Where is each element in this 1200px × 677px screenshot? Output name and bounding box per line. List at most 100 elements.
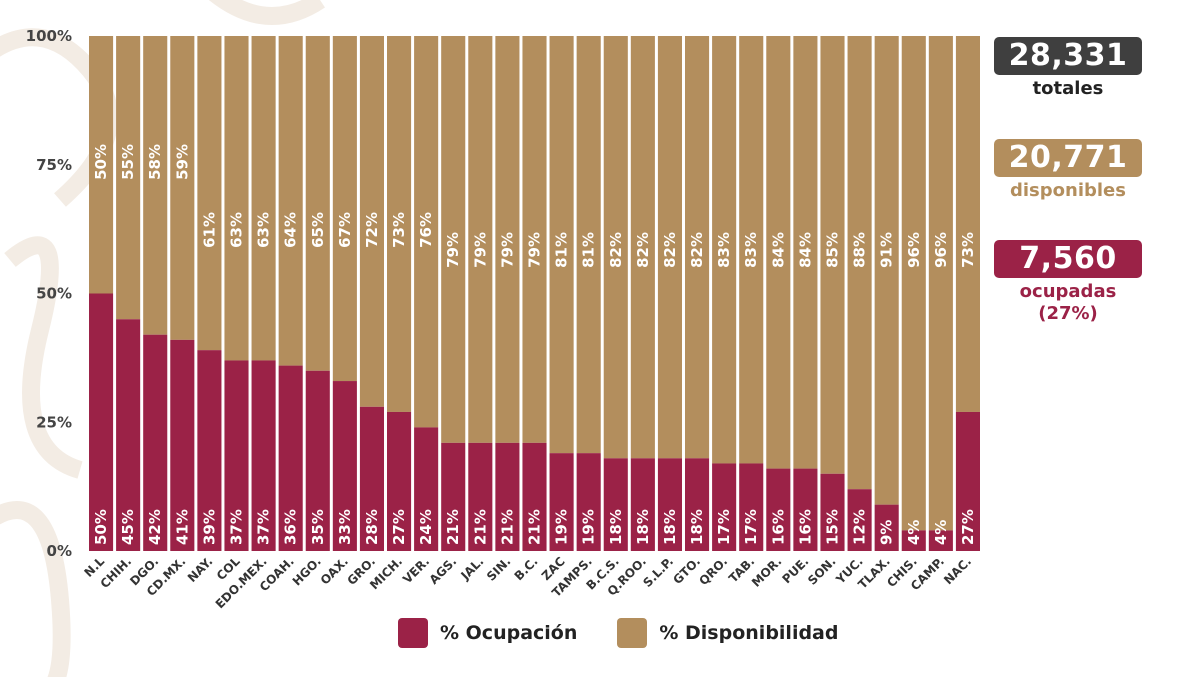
bar-ocupacion [928,530,953,551]
bar-ocupacion [766,468,791,551]
bar-ocupacion [603,458,628,551]
bar-disponibilidad [739,36,764,464]
bar-label-ocupacion: 18% [661,509,679,545]
bar-label-ocupacion: 28% [363,509,381,545]
bar-ocupacion [89,293,114,551]
bar-label-disponibilidad: 50% [92,144,110,180]
stat-ocupadas-value: 7,560 [994,240,1142,278]
bar-ocupacion [739,463,764,551]
bar-label-disponibilidad: 59% [173,144,191,180]
bar-label-ocupacion: 36% [282,509,300,545]
bar-ocupacion [712,463,737,551]
bar-disponibilidad [793,36,818,469]
bar-label-ocupacion: 27% [959,509,977,545]
x-tick-label: GTO. [670,554,703,587]
bar-label-ocupacion: 35% [309,509,327,545]
bar-ocupacion [414,427,439,551]
bar-label-disponibilidad: 61% [200,212,218,248]
bar-disponibilidad [685,36,710,459]
bar-label-disponibilidad: 67% [336,212,354,248]
bar-label-ocupacion: 18% [688,509,706,545]
bar-ocupacion [549,453,574,551]
bar-ocupacion [901,530,926,551]
legend-label-disponibilidad: % Disponibilidad [659,622,839,644]
bar-label-disponibilidad: 72% [363,212,381,248]
x-tick-label: B.C. [512,554,541,583]
bar-label-ocupacion: 42% [146,509,164,545]
bar-label-ocupacion: 21% [498,509,516,545]
x-tick-label: NAC. [941,554,974,587]
x-tick-label: HGO. [290,554,324,588]
stat-totales: 28,331 totales [994,37,1142,100]
stat-disponibles: 20,771 disponibles [994,139,1142,202]
x-tick-label: SON. [805,554,839,588]
bar-label-ocupacion: 41% [173,509,191,545]
bar-label-ocupacion: 37% [228,509,246,545]
bar-label-ocupacion: 16% [796,509,814,545]
bar-label-ocupacion: 16% [769,509,787,545]
bar-disponibilidad [657,36,682,459]
bar-disponibilidad [414,36,439,428]
legend-item-ocupacion: % Ocupación [398,618,577,648]
bar-label-disponibilidad: 91% [878,232,896,268]
bar-label-ocupacion: 27% [390,509,408,545]
bar-disponibilidad [278,36,303,366]
bar-ocupacion [522,442,547,551]
chart-legend: % Ocupación % Disponibilidad [398,618,878,648]
stat-ocupadas-label: ocupadas [1019,281,1117,302]
bar-label-disponibilidad: 88% [851,232,869,268]
bar-label-ocupacion: 45% [119,509,137,545]
bar-label-disponibilidad: 85% [824,232,842,268]
bar-label-ocupacion: 21% [526,509,544,545]
x-tick-label: PUE. [780,554,812,586]
bar-disponibilidad [955,36,980,412]
bar-label-disponibilidad: 73% [390,212,408,248]
bar-label-ocupacion: 17% [742,509,760,545]
bar-ocupacion [359,406,384,551]
bar-label-ocupacion: 4% [905,520,923,545]
bar-disponibilidad [928,36,953,531]
bar-label-ocupacion: 37% [255,509,273,545]
bar-label-disponibilidad: 82% [688,232,706,268]
bar-label-disponibilidad: 81% [580,232,598,268]
bar-ocupacion [116,319,141,551]
bar-disponibilidad [116,36,141,320]
bar-ocupacion [278,365,303,551]
bar-ocupacion [224,360,249,551]
bar-ocupacion [847,489,872,551]
bar-label-ocupacion: 12% [851,509,869,545]
bar-ocupacion [874,504,899,551]
bar-ocupacion [955,411,980,551]
bar-label-disponibilidad: 84% [769,232,787,268]
bar-ocupacion [197,350,222,551]
bar-ocupacion [332,381,357,551]
bar-disponibilidad [630,36,655,459]
bar-ocupacion [685,458,710,551]
x-tick-label: AGS. [427,554,460,587]
bar-disponibilidad [359,36,384,407]
bar-label-disponibilidad: 79% [471,232,489,268]
bar-ocupacion [793,468,818,551]
bar-disponibilidad [89,36,114,294]
bar-label-disponibilidad: 63% [255,212,273,248]
bar-ocupacion [441,442,466,551]
bar-disponibilidad [522,36,547,443]
x-tick-label: S.L.P. [640,554,676,590]
stat-ocupadas: 7,560 ocupadas (27%) [994,240,1142,325]
bar-disponibilidad [387,36,412,412]
bar-label-disponibilidad: 96% [905,232,923,268]
bar-label-ocupacion: 18% [607,509,625,545]
bar-disponibilidad [874,36,899,505]
bar-label-disponibilidad: 81% [553,232,571,268]
bar-label-disponibilidad: 82% [607,232,625,268]
bar-label-ocupacion: 21% [444,509,462,545]
stat-ocupadas-pct: (27%) [1038,303,1098,324]
bar-disponibilidad [332,36,357,382]
x-tick-label: QRO. [696,554,730,588]
bar-ocupacion [170,339,195,551]
stat-disponibles-value: 20,771 [994,139,1142,177]
bar-chart: 0%25%50%75%100%50%50%N.L45%55%CHIH.42%58… [26,27,980,610]
bar-label-disponibilidad: 82% [661,232,679,268]
bar-label-ocupacion: 24% [417,509,435,545]
bar-disponibilidad [549,36,574,454]
